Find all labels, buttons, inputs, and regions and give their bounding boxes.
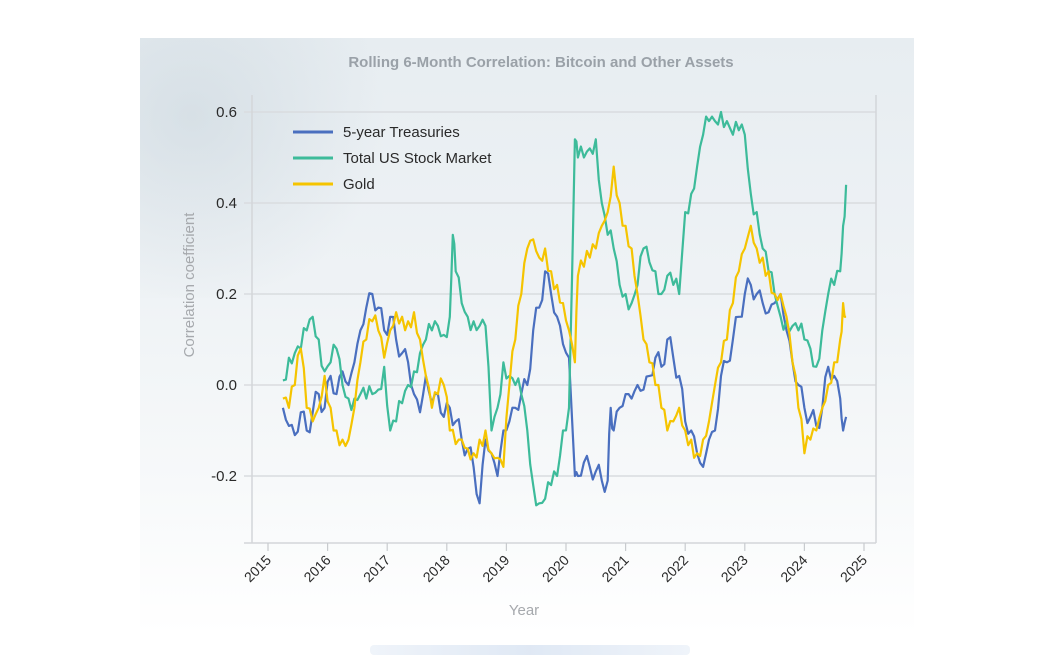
y-tick-label: 0.0 bbox=[216, 377, 237, 394]
y-tick-label: 0.4 bbox=[216, 195, 237, 212]
x-axis-label: Year bbox=[509, 602, 539, 619]
x-axis-ticks: 2015 2016 2017 2018 2019 2020 2021 2022 2023 2024… bbox=[241, 543, 870, 585]
legend: 5-year Treasuries Total US Stock Market Go… bbox=[293, 124, 492, 193]
plot-frame bbox=[244, 95, 877, 544]
series-line-5-year-treasuries bbox=[281, 270, 848, 505]
x-tick-label: 2023 bbox=[718, 552, 751, 585]
x-tick-label: 2025 bbox=[837, 552, 870, 585]
y-axis-ticks: -0.2 0.0 0.2 0.4 0.6 bbox=[211, 104, 237, 485]
x-tick-label: 2020 bbox=[539, 552, 572, 585]
x-tick-label: 2018 bbox=[420, 552, 453, 585]
x-tick-label: 2019 bbox=[479, 552, 512, 585]
y-tick-label: 0.2 bbox=[216, 286, 237, 303]
legend-label: Gold bbox=[343, 176, 375, 193]
series-line-gold bbox=[282, 165, 847, 468]
x-tick-label: 2016 bbox=[300, 552, 333, 585]
caption-blur bbox=[370, 645, 690, 655]
grid-lines bbox=[244, 111, 876, 477]
series-line-total-us-stock-market bbox=[282, 110, 848, 507]
legend-label: 5-year Treasuries bbox=[343, 124, 460, 141]
y-tick-label: 0.6 bbox=[216, 104, 237, 121]
x-tick-label: 2024 bbox=[777, 552, 810, 585]
series-lines bbox=[281, 110, 848, 507]
x-tick-label: 2017 bbox=[360, 552, 393, 585]
x-tick-label: 2022 bbox=[658, 552, 691, 585]
chart-card bbox=[140, 38, 914, 635]
y-tick-label: -0.2 bbox=[211, 468, 237, 485]
x-tick-label: 2021 bbox=[598, 552, 631, 585]
y-axis-label: Correlation coefficient bbox=[181, 212, 198, 358]
legend-label: Total US Stock Market bbox=[343, 150, 492, 167]
chart-title: Rolling 6-Month Correlation: Bitcoin and… bbox=[348, 54, 733, 71]
x-tick-label: 2015 bbox=[241, 552, 274, 585]
